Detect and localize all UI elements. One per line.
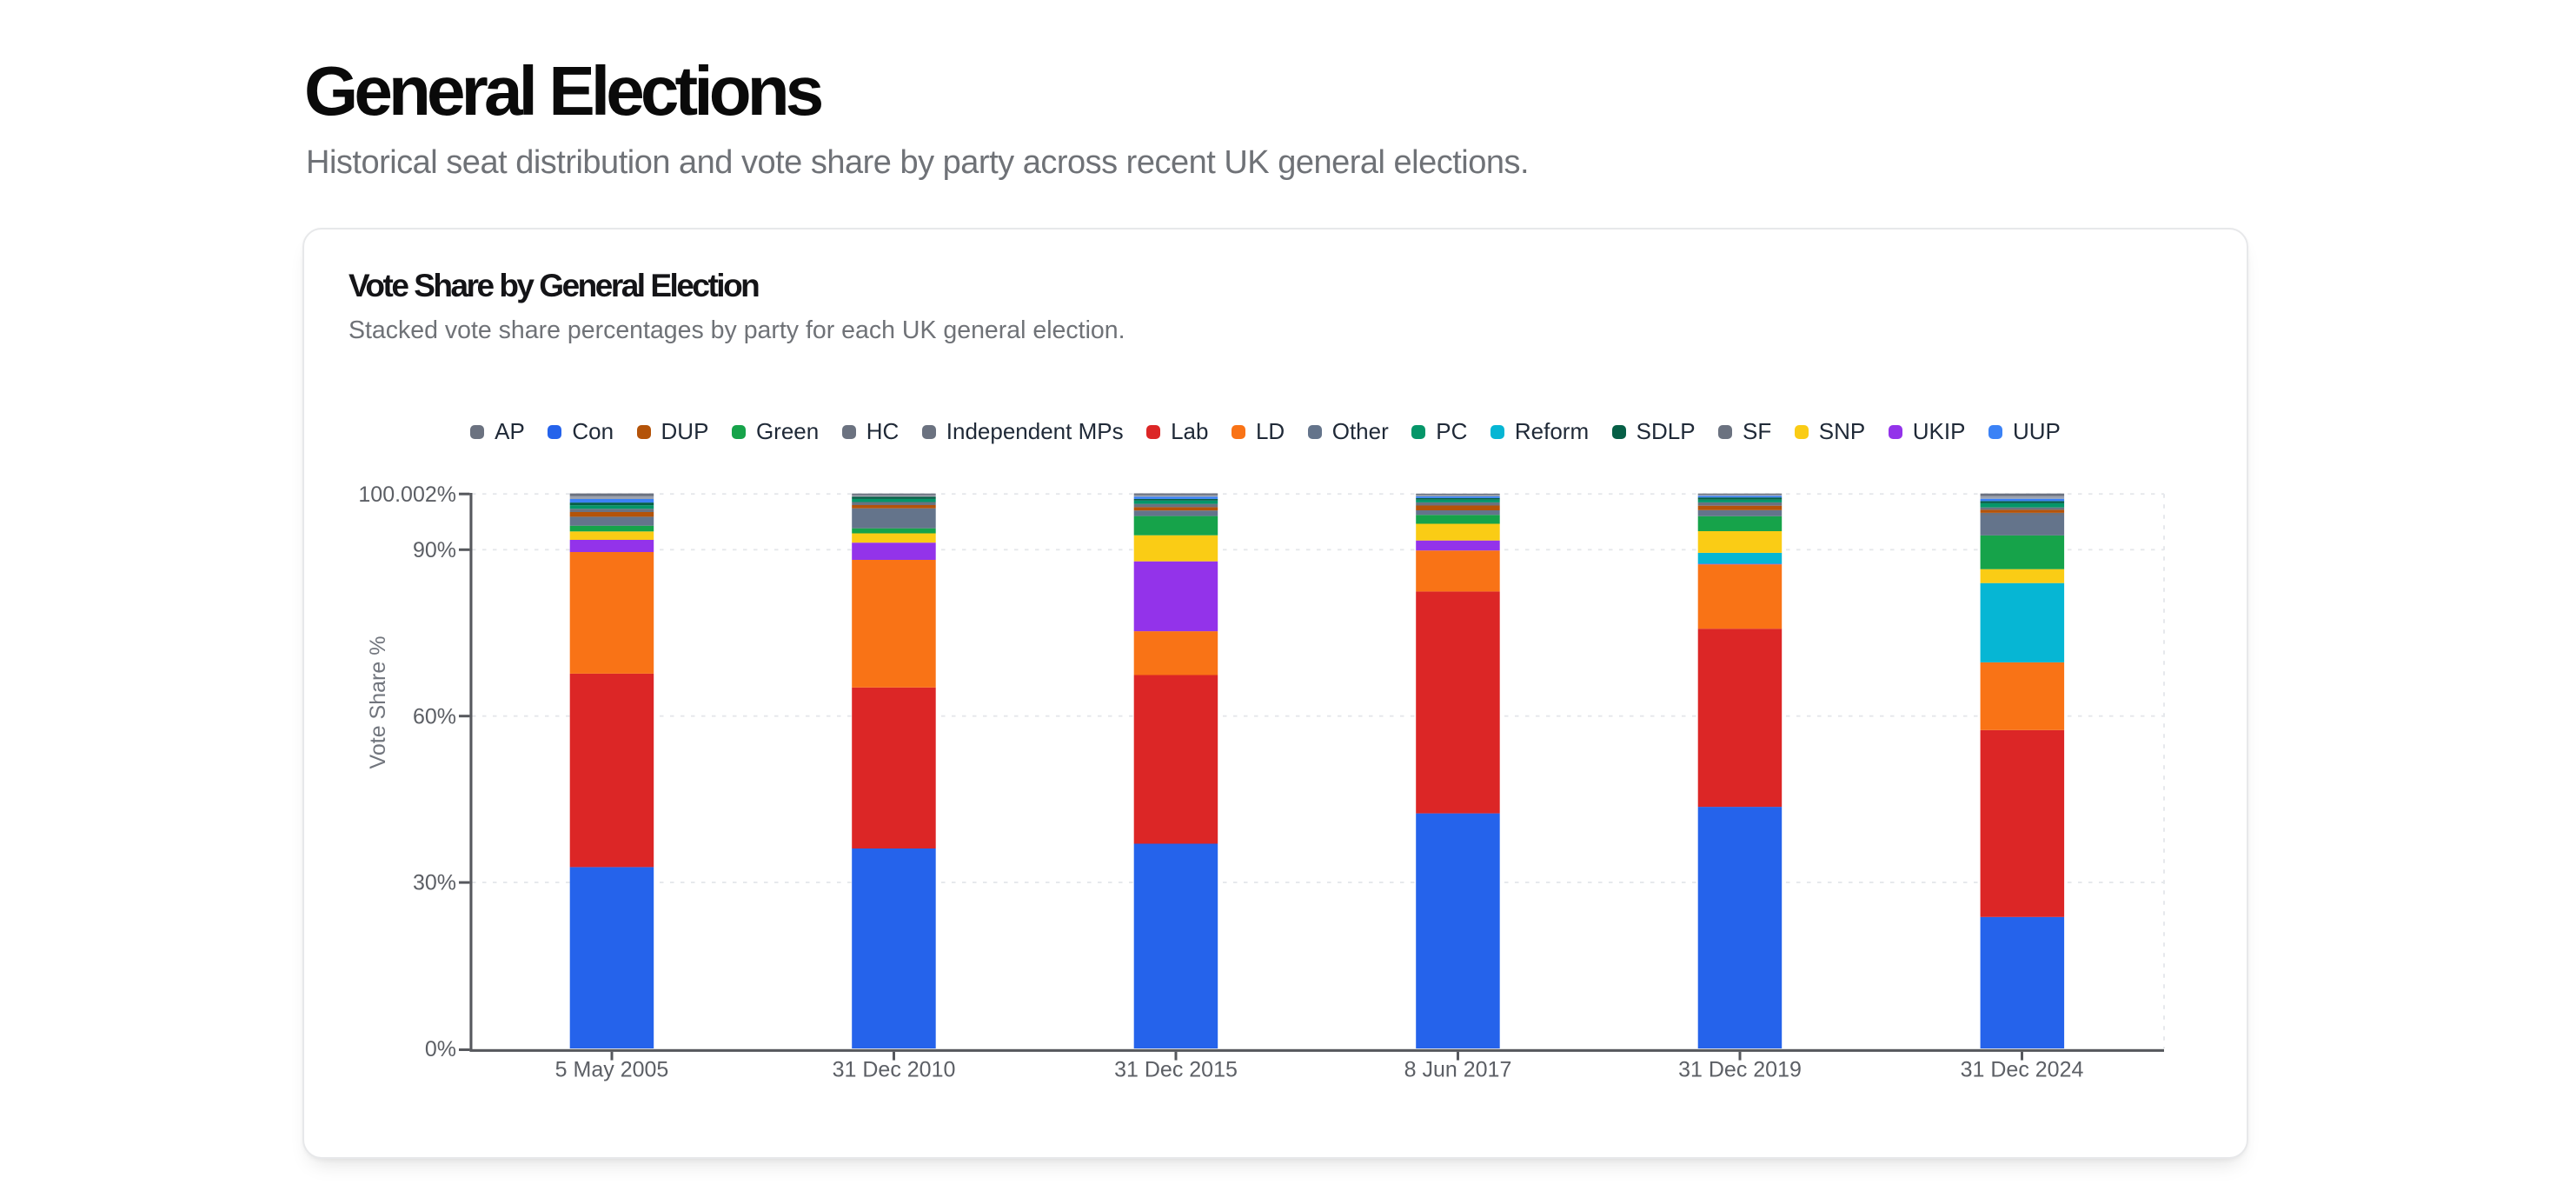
svg-text:60%: 60% bbox=[413, 704, 456, 729]
svg-text:31 Dec 2010: 31 Dec 2010 bbox=[833, 1058, 956, 1082]
svg-text:31 Dec 2024: 31 Dec 2024 bbox=[1961, 1058, 2084, 1082]
svg-text:30%: 30% bbox=[413, 871, 456, 895]
svg-text:Vote Share %: Vote Share % bbox=[366, 636, 390, 769]
svg-text:8 Jun 2017: 8 Jun 2017 bbox=[1404, 1058, 1512, 1082]
svg-text:31 Dec 2015: 31 Dec 2015 bbox=[1114, 1058, 1238, 1082]
svg-text:5 May 2005: 5 May 2005 bbox=[555, 1058, 669, 1082]
svg-text:100.002%: 100.002% bbox=[358, 482, 456, 507]
svg-text:0%: 0% bbox=[425, 1037, 456, 1061]
svg-text:90%: 90% bbox=[413, 538, 456, 562]
svg-text:31 Dec 2019: 31 Dec 2019 bbox=[1678, 1058, 1802, 1082]
